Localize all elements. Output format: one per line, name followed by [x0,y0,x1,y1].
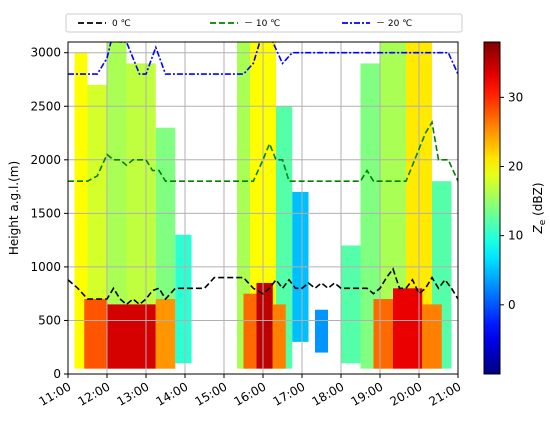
isotherm-line-1 [68,120,458,182]
legend-label: 0 ℃ [112,19,131,29]
reflectivity-cell-20 [256,282,273,369]
y-tick-label: 2500 [30,99,61,113]
isotherm-lines [68,42,458,306]
colorbar-tick-label: 10 [508,229,523,243]
reflectivity-cell-17 [107,304,156,369]
legend-label: － 20 ℃ [376,19,412,29]
reflectivity-cell-2 [107,42,127,369]
y-tick-label: 0 [53,367,61,381]
colorbar-label: Ze (dBZ) [531,182,548,234]
isotherm-line-0 [68,267,458,306]
reflectivity-cell-1 [87,84,107,369]
y-axis-ticks: 0 500 1000 1500 2000 2500 3000 [30,46,68,381]
x-axis-ticks: 11:00 12:00 13:00 14:00 15:00 16:00 17:00 18:00… [37,374,464,409]
y-axis-label: Height a.g.l.(m) [7,161,21,255]
reflectivity-cell-19 [243,293,257,369]
reflectivity-cell-24 [422,304,442,369]
x-tick-label: 14:00 [154,379,191,408]
colorbar-tick-label: 30 [508,90,523,104]
legend: 0 ℃ － 10 ℃ － 20 ℃ [65,13,463,33]
legend-label: － 10 ℃ [244,19,280,29]
reflectivity-cell-18 [155,299,176,369]
reflectivity-cell-11 [341,245,361,364]
reflectivity-cell-16 [84,299,107,369]
x-tick-label: 19:00 [349,379,386,408]
colorbar: 0 10 20 30 Ze (dBZ) [483,41,548,375]
reflectivity-cell-6 [237,42,250,369]
reflectivity-cell-21 [272,304,286,369]
reflectivity-cell-10 [315,309,328,353]
x-tick-label: 16:00 [232,379,269,408]
reflectivity-cell-5 [175,234,192,364]
colorbar-tick-label: 20 [508,160,523,174]
reflectivity-cell-12 [360,63,380,369]
x-tick-label: 21:00 [427,379,464,408]
x-tick-label: 11:00 [37,379,74,408]
y-tick-label: 3000 [30,46,61,60]
y-tick-label: 500 [38,313,61,327]
colorbar-tick-label: 0 [508,298,516,312]
x-tick-label: 13:00 [115,379,152,408]
legend-box [65,13,463,33]
reflectivity-cell-23 [393,288,423,369]
isotherm-line-2 [68,42,458,75]
reflectivity-cell-8 [276,106,293,369]
y-tick-label: 1000 [30,260,61,274]
x-tick-label: 17:00 [271,379,308,408]
x-tick-label: 20:00 [388,379,425,408]
y-tick-label: 2000 [30,153,61,167]
x-tick-label: 12:00 [76,379,113,408]
colorbar-gradient [483,41,501,375]
reflectivity-cell-22 [373,299,393,369]
reflectivity-cell-0 [74,52,88,369]
x-tick-label: 15:00 [193,379,230,408]
x-tick-label: 18:00 [310,379,347,408]
y-tick-label: 1500 [30,206,61,220]
